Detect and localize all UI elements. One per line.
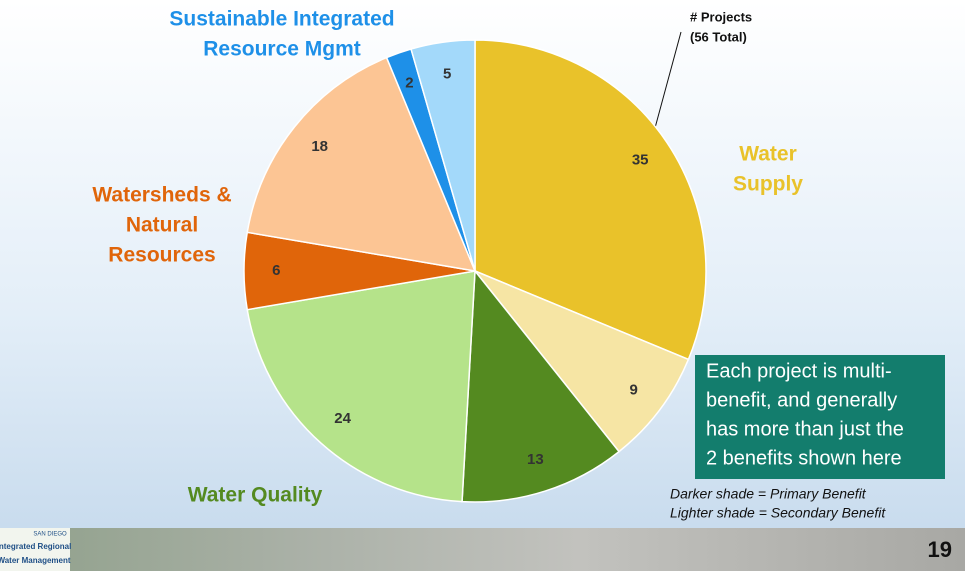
value-label: 18 <box>311 138 328 155</box>
callout-text: benefit, and generally <box>706 389 897 411</box>
category-label: Water <box>739 143 797 166</box>
category-label: Water Quality <box>188 484 323 507</box>
note: Darker shade = Primary Benefit <box>670 486 867 502</box>
pie-slice <box>474 270 690 453</box>
value-label: 9 <box>630 381 638 398</box>
category-label: Sustainable Integrated <box>169 8 394 31</box>
logo-text: SAN DIEGO <box>33 532 67 538</box>
callout-text: Each project is multi- <box>706 360 892 382</box>
callout-text: has more than just the <box>706 418 904 440</box>
annotation: # Projects <box>690 9 752 24</box>
category-label: Supply <box>733 173 803 196</box>
pie-slice <box>246 270 476 503</box>
page-number: 19 <box>928 537 952 562</box>
note: Lighter shade = Secondary Benefit <box>670 505 886 521</box>
value-label: 5 <box>443 65 451 82</box>
pie-slice <box>461 268 621 503</box>
value-label: 13 <box>527 451 544 468</box>
value-label: 35 <box>632 152 649 169</box>
value-label: 2 <box>405 74 413 91</box>
pie-slice <box>410 39 476 272</box>
footer-strip <box>0 528 965 571</box>
callout-box <box>695 355 945 479</box>
category-label: Watersheds & <box>92 184 231 207</box>
category-label: Resource Mgmt <box>203 38 361 61</box>
callout-text: 2 benefits shown here <box>706 447 902 469</box>
logo-text: Integrated Regional <box>0 542 71 551</box>
value-label: 6 <box>272 262 280 279</box>
annotation: (56 Total) <box>690 29 747 44</box>
logo-box <box>0 528 70 571</box>
annotation-line <box>654 31 682 129</box>
value-label: 24 <box>334 410 351 427</box>
pie-slice <box>474 39 707 361</box>
logo-text: Water Management <box>0 556 71 565</box>
category-label: Natural <box>126 214 198 237</box>
category-label: Resources <box>108 244 215 267</box>
pie-slice <box>246 56 477 272</box>
